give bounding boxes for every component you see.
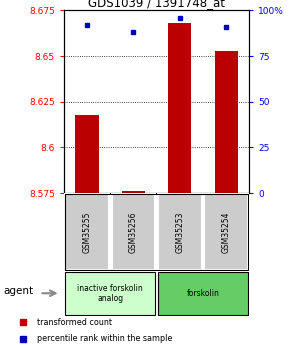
- Text: forskolin: forskolin: [186, 289, 220, 298]
- Bar: [215, 51, 238, 193]
- Title: GDS1039 / 1391748_at: GDS1039 / 1391748_at: [88, 0, 225, 9]
- Text: transformed count: transformed count: [37, 318, 112, 327]
- Text: percentile rank within the sample: percentile rank within the sample: [37, 334, 173, 343]
- FancyBboxPatch shape: [158, 272, 248, 315]
- Bar: [122, 191, 145, 193]
- FancyBboxPatch shape: [204, 194, 248, 270]
- Text: inactive forskolin
analog: inactive forskolin analog: [77, 284, 143, 303]
- Text: GSM35256: GSM35256: [129, 211, 138, 253]
- Text: GSM35255: GSM35255: [82, 211, 92, 253]
- FancyBboxPatch shape: [65, 272, 155, 315]
- FancyBboxPatch shape: [112, 194, 155, 270]
- FancyBboxPatch shape: [158, 194, 202, 270]
- Text: GSM35254: GSM35254: [222, 211, 231, 253]
- Bar: [75, 115, 99, 193]
- Bar: [168, 23, 191, 193]
- Text: GSM35253: GSM35253: [175, 211, 184, 253]
- FancyBboxPatch shape: [65, 194, 109, 270]
- Text: agent: agent: [3, 286, 33, 296]
